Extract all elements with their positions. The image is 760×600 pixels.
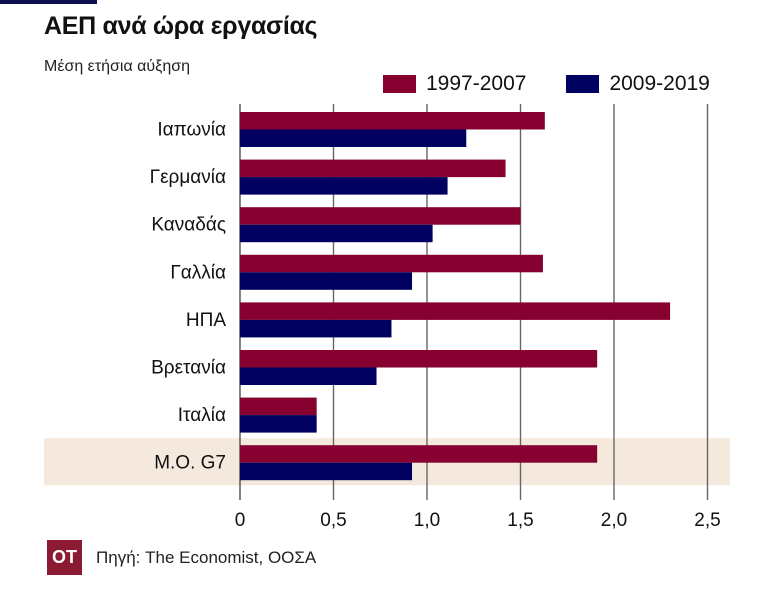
bar-series-2 — [240, 415, 317, 433]
bar-series-2 — [240, 129, 467, 147]
bar-series-2 — [240, 177, 448, 195]
x-tick-label: 2,0 — [601, 510, 627, 531]
x-tick-label: 0,5 — [320, 510, 346, 531]
category-label: Ιαπωνία — [157, 120, 226, 141]
legend-item-series-1: 1997-2007 — [383, 72, 526, 96]
legend-item-series-2: 2009-2019 — [566, 72, 710, 96]
bar-series-2 — [240, 462, 413, 481]
bar-series-1 — [240, 254, 543, 273]
x-tick-label: 0 — [235, 510, 246, 531]
top-accent-rule — [0, 0, 97, 4]
chart-title: ΑΕΠ ανά ώρα εργασίας — [44, 12, 318, 40]
chart-subtitle: Μέση ετήσια αύξηση — [44, 58, 190, 75]
x-tick-label: 2,5 — [694, 510, 720, 531]
bar-series-1 — [240, 445, 598, 463]
legend-swatch-series-2 — [566, 75, 600, 93]
bar-series-1 — [240, 302, 671, 320]
category-label: Γερμανία — [150, 167, 226, 188]
legend: 1997-2007 2009-2019 — [383, 72, 750, 96]
bar-series-2 — [240, 367, 377, 385]
x-tick-label: 1,0 — [414, 510, 440, 531]
bar-series-2 — [240, 319, 392, 338]
bar-series-1 — [240, 207, 521, 225]
category-label: ΗΠΑ — [186, 310, 226, 331]
bar-series-1 — [240, 112, 545, 130]
category-label: Γαλλία — [170, 262, 226, 283]
category-label: Καναδάς — [151, 215, 226, 236]
footer: OT Πηγή: The Economist, ΟΟΣΑ — [47, 540, 316, 575]
bar-series-1 — [240, 397, 317, 416]
legend-label-series-2: 2009-2019 — [609, 72, 710, 95]
category-label: Βρετανία — [151, 358, 226, 379]
bar-series-2 — [240, 272, 413, 290]
bar-series-1 — [240, 159, 506, 178]
bar-series-2 — [240, 224, 433, 243]
x-tick-label: 1,5 — [507, 510, 533, 531]
legend-label-series-1: 1997-2007 — [426, 72, 527, 95]
bar-series-1 — [240, 350, 598, 368]
legend-swatch-series-1 — [383, 75, 416, 93]
category-label: Ιταλία — [178, 405, 226, 426]
ot-logo: OT — [47, 540, 82, 575]
source-note: Πηγή: The Economist, ΟΟΣΑ — [96, 547, 317, 567]
category-label: Μ.Ο. G7 — [154, 453, 226, 474]
